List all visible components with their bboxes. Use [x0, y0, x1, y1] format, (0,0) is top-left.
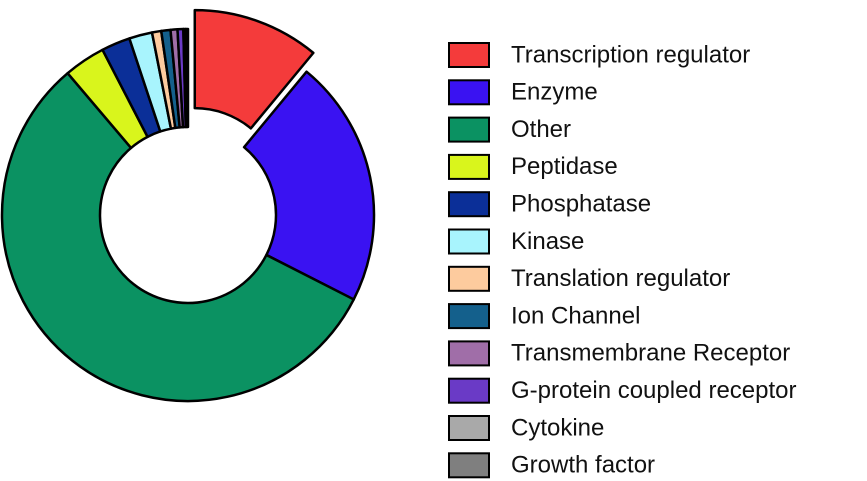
legend-label: Enzyme: [511, 79, 598, 106]
legend-swatch: [448, 153, 490, 180]
legend-label: Growth factor: [511, 452, 655, 479]
donut-slice: [0, 71, 355, 403]
legend-swatch: [448, 228, 490, 255]
legend-label: Ion Channel: [511, 302, 640, 329]
legend-swatch: [448, 415, 490, 441]
legend-swatch: [448, 265, 490, 292]
legend-label: Transcription regulator: [511, 41, 750, 68]
legend-label: Peptidase: [511, 153, 618, 180]
legend-swatch: [448, 116, 490, 143]
legend-label: Phosphatase: [511, 191, 651, 218]
legend-swatch: [448, 79, 490, 106]
legend-swatch: [448, 42, 490, 68]
legend-label: G-protein coupled receptor: [511, 377, 797, 404]
legend-label: Other: [511, 116, 571, 143]
legend-label: Translation regulator: [511, 265, 730, 292]
donut-slice: [242, 70, 376, 301]
donut-slice: [184, 27, 190, 129]
legend-label: Kinase: [511, 228, 584, 255]
legend-label: Cytokine: [511, 414, 604, 441]
legend-swatch: [448, 377, 490, 404]
donut-slice: [193, 8, 315, 130]
legend-swatch: [448, 340, 490, 367]
legend-swatch: [448, 303, 490, 330]
legend-swatch: [448, 452, 490, 479]
legend-swatch: [448, 191, 490, 218]
legend-label: Transmembrane Receptor: [511, 340, 790, 367]
